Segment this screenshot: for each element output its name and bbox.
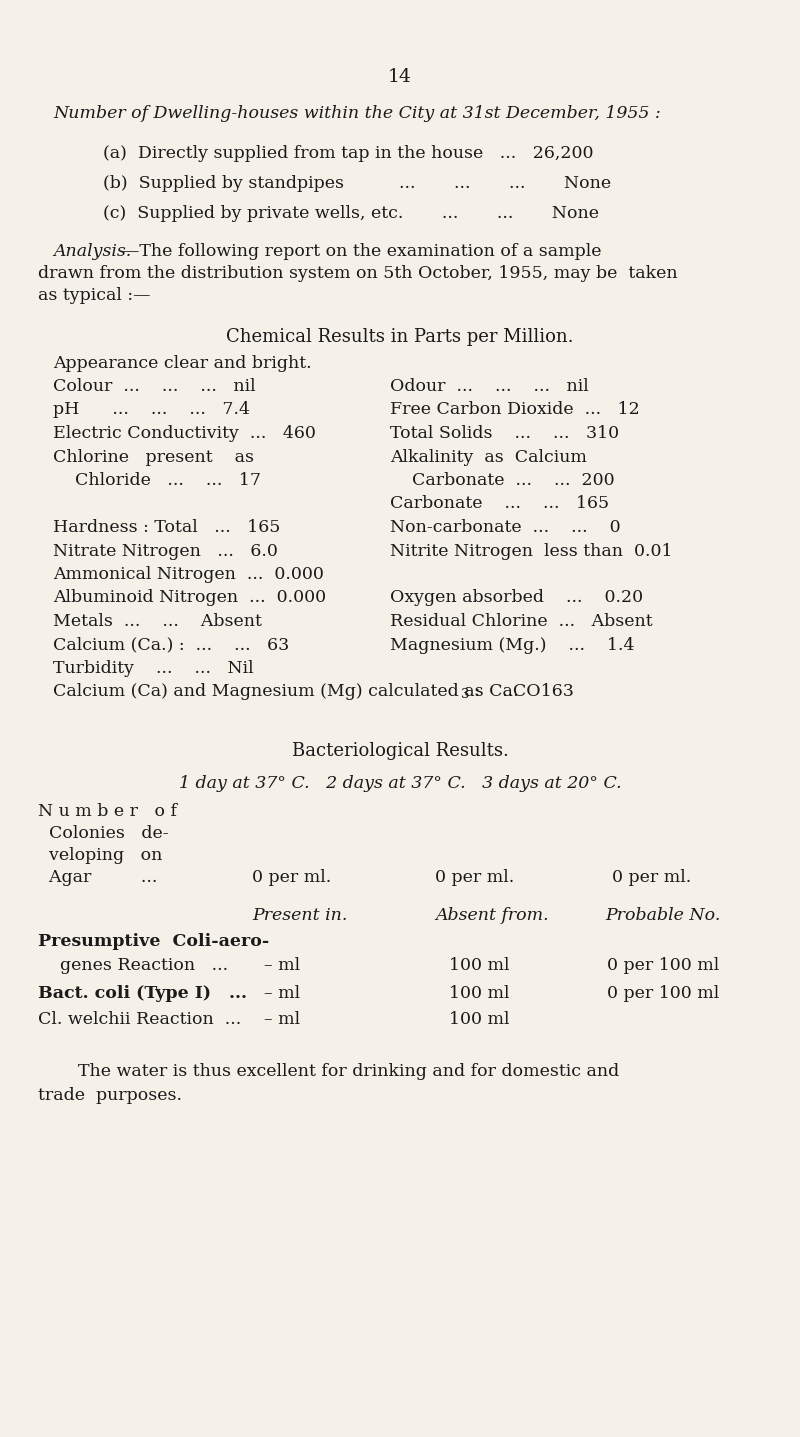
Text: genes Reaction   ...: genes Reaction ... (38, 957, 228, 973)
Text: Oxygen absorbed    ...    0.20: Oxygen absorbed ... 0.20 (390, 589, 643, 606)
Text: The water is thus excellent for drinking and for domestic and: The water is thus excellent for drinking… (78, 1062, 619, 1079)
Text: (b)  Supplied by standpipes          ...       ...       ...       None: (b) Supplied by standpipes ... ... ... N… (103, 175, 611, 193)
Text: Presumptive  Coli-aero-: Presumptive Coli-aero- (38, 933, 270, 950)
Text: Agar         ...: Agar ... (38, 868, 158, 885)
Text: :    ...    163: : ... 163 (469, 684, 574, 700)
Text: Nitrite Nitrogen  less than  0.01: Nitrite Nitrogen less than 0.01 (390, 543, 673, 559)
Text: drawn from the distribution system on 5th October, 1955, may be  taken: drawn from the distribution system on 5t… (38, 264, 678, 282)
Text: N u m b e r   o f: N u m b e r o f (38, 802, 177, 819)
Text: Non-carbonate  ...    ...    0: Non-carbonate ... ... 0 (390, 519, 621, 536)
Text: pH      ...    ...    ...   7.4: pH ... ... ... 7.4 (53, 401, 250, 418)
Text: Appearance clear and bright.: Appearance clear and bright. (53, 355, 312, 372)
Text: 14: 14 (388, 68, 412, 86)
Text: Hardness : Total   ...   165: Hardness : Total ... 165 (53, 519, 280, 536)
Text: 1 day at 37° C.   2 days at 37° C.   3 days at 20° C.: 1 day at 37° C. 2 days at 37° C. 3 days … (178, 775, 622, 792)
Text: Residual Chlorine  ...   Absent: Residual Chlorine ... Absent (390, 614, 653, 629)
Text: Total Solids    ...    ...   310: Total Solids ... ... 310 (390, 425, 619, 443)
Text: 100 ml: 100 ml (449, 984, 510, 1002)
Text: Cl. welchii Reaction  ...: Cl. welchii Reaction ... (38, 1010, 242, 1027)
Text: as typical :—: as typical :— (38, 287, 150, 305)
Text: Analysis.: Analysis. (53, 243, 131, 260)
Text: Turbidity    ...    ...   Nil: Turbidity ... ... Nil (53, 660, 254, 677)
Text: Calcium (Ca) and Magnesium (Mg) calculated as CaCO: Calcium (Ca) and Magnesium (Mg) calculat… (53, 684, 541, 700)
Text: trade  purposes.: trade purposes. (38, 1088, 182, 1105)
Text: Ammonical Nitrogen  ...  0.000: Ammonical Nitrogen ... 0.000 (53, 566, 324, 583)
Text: Chloride   ...    ...   17: Chloride ... ... 17 (53, 471, 261, 489)
Text: – ml: – ml (264, 957, 300, 973)
Text: veloping   on: veloping on (38, 846, 162, 864)
Text: Chlorine   present    as: Chlorine present as (53, 448, 254, 466)
Text: 0 per ml.: 0 per ml. (252, 868, 331, 885)
Text: Calcium (Ca.) :  ...    ...   63: Calcium (Ca.) : ... ... 63 (53, 637, 290, 654)
Text: Present in.: Present in. (252, 907, 347, 924)
Text: Number of Dwelling-houses within the City at 31st December, 1955 :: Number of Dwelling-houses within the Cit… (53, 105, 661, 122)
Text: Free Carbon Dioxide  ...   12: Free Carbon Dioxide ... 12 (390, 401, 640, 418)
Text: 0 per ml.: 0 per ml. (435, 868, 514, 885)
Text: Electric Conductivity  ...   460: Electric Conductivity ... 460 (53, 425, 316, 443)
Text: 0 per ml.: 0 per ml. (612, 868, 691, 885)
Text: Nitrate Nitrogen   ...   6.0: Nitrate Nitrogen ... 6.0 (53, 543, 278, 559)
Text: Carbonate    ...    ...   165: Carbonate ... ... 165 (390, 496, 609, 513)
Text: —The following report on the examination of a sample: —The following report on the examination… (122, 243, 602, 260)
Text: Metals  ...    ...    Absent: Metals ... ... Absent (53, 614, 262, 629)
Text: Alkalinity  as  Calcium: Alkalinity as Calcium (390, 448, 587, 466)
Text: Absent from.: Absent from. (435, 907, 549, 924)
Text: 0 per 100 ml: 0 per 100 ml (607, 957, 719, 973)
Text: Probable No.: Probable No. (605, 907, 720, 924)
Text: Colonies   de-: Colonies de- (38, 825, 169, 842)
Text: Bact. coli (Type I)   ...: Bact. coli (Type I) ... (38, 984, 247, 1002)
Text: Carbonate  ...    ...  200: Carbonate ... ... 200 (390, 471, 614, 489)
Text: – ml: – ml (264, 1010, 300, 1027)
Text: 100 ml: 100 ml (449, 1010, 510, 1027)
Text: – ml: – ml (264, 984, 300, 1002)
Text: Magnesium (Mg.)    ...    1.4: Magnesium (Mg.) ... 1.4 (390, 637, 634, 654)
Text: Odour  ...    ...    ...   nil: Odour ... ... ... nil (390, 378, 589, 395)
Text: Bacteriological Results.: Bacteriological Results. (291, 741, 509, 760)
Text: 3: 3 (461, 687, 470, 700)
Text: 100 ml: 100 ml (449, 957, 510, 973)
Text: Chemical Results in Parts per Million.: Chemical Results in Parts per Million. (226, 328, 574, 346)
Text: (c)  Supplied by private wells, etc.       ...       ...       None: (c) Supplied by private wells, etc. ... … (103, 205, 599, 221)
Text: Albuminoid Nitrogen  ...  0.000: Albuminoid Nitrogen ... 0.000 (53, 589, 326, 606)
Text: 0 per 100 ml: 0 per 100 ml (607, 984, 719, 1002)
Text: Colour  ...    ...    ...   nil: Colour ... ... ... nil (53, 378, 256, 395)
Text: (a)  Directly supplied from tap in the house   ...   26,200: (a) Directly supplied from tap in the ho… (103, 145, 594, 162)
